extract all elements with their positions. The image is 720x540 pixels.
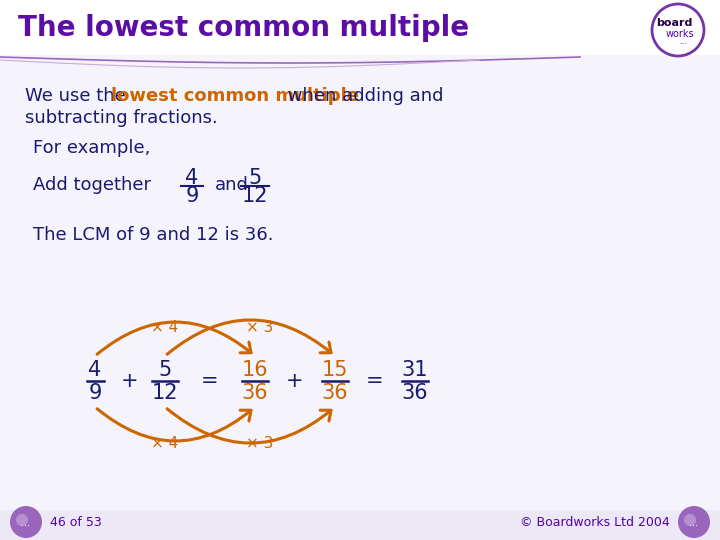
FancyArrowPatch shape: [97, 409, 251, 441]
Text: 4: 4: [89, 360, 102, 380]
Circle shape: [10, 506, 42, 538]
Text: × 4: × 4: [151, 436, 179, 451]
Circle shape: [678, 506, 710, 538]
Text: The lowest common multiple: The lowest common multiple: [18, 14, 469, 42]
Text: +: +: [286, 371, 304, 391]
Text: © Boardworks Ltd 2004: © Boardworks Ltd 2004: [521, 516, 670, 529]
Text: 4: 4: [185, 168, 199, 188]
Text: subtracting fractions.: subtracting fractions.: [25, 109, 217, 127]
Text: 36: 36: [242, 383, 269, 403]
Text: 16: 16: [242, 360, 269, 380]
Text: 5: 5: [158, 360, 171, 380]
Text: 36: 36: [402, 383, 428, 403]
Text: +: +: [121, 371, 139, 391]
Text: board: board: [656, 18, 692, 28]
Text: For example,: For example,: [33, 139, 150, 157]
Text: 5: 5: [248, 168, 261, 188]
Circle shape: [16, 514, 28, 526]
Text: × 3: × 3: [246, 321, 274, 335]
Text: 46 of 53: 46 of 53: [50, 516, 102, 529]
Text: Add together: Add together: [33, 176, 151, 194]
Text: The LCM of 9 and 12 is 36.: The LCM of 9 and 12 is 36.: [33, 226, 274, 244]
Text: 12: 12: [152, 383, 179, 403]
Circle shape: [684, 514, 696, 526]
Bar: [0, 0, 720, 55]
Text: 9: 9: [89, 383, 102, 403]
Text: ...: ...: [22, 518, 30, 528]
Text: × 3: × 3: [246, 436, 274, 451]
FancyArrowPatch shape: [97, 322, 251, 354]
Text: 31: 31: [402, 360, 428, 380]
Text: 12: 12: [242, 186, 269, 206]
Text: ...: ...: [679, 37, 687, 46]
Text: when adding and: when adding and: [282, 87, 444, 105]
Text: 36: 36: [322, 383, 348, 403]
Text: 15: 15: [322, 360, 348, 380]
Text: works: works: [666, 29, 694, 39]
Text: 9: 9: [185, 186, 199, 206]
Bar: [0, 510, 720, 540]
Circle shape: [652, 4, 704, 56]
FancyArrowPatch shape: [167, 320, 331, 354]
Text: We use the: We use the: [25, 87, 132, 105]
Text: × 4: × 4: [151, 321, 179, 335]
Text: =: =: [366, 371, 384, 391]
FancyArrowPatch shape: [167, 409, 331, 443]
Text: =: =: [201, 371, 219, 391]
Text: ...: ...: [690, 518, 698, 528]
Text: and: and: [215, 176, 249, 194]
Text: lowest common multiple: lowest common multiple: [111, 87, 359, 105]
